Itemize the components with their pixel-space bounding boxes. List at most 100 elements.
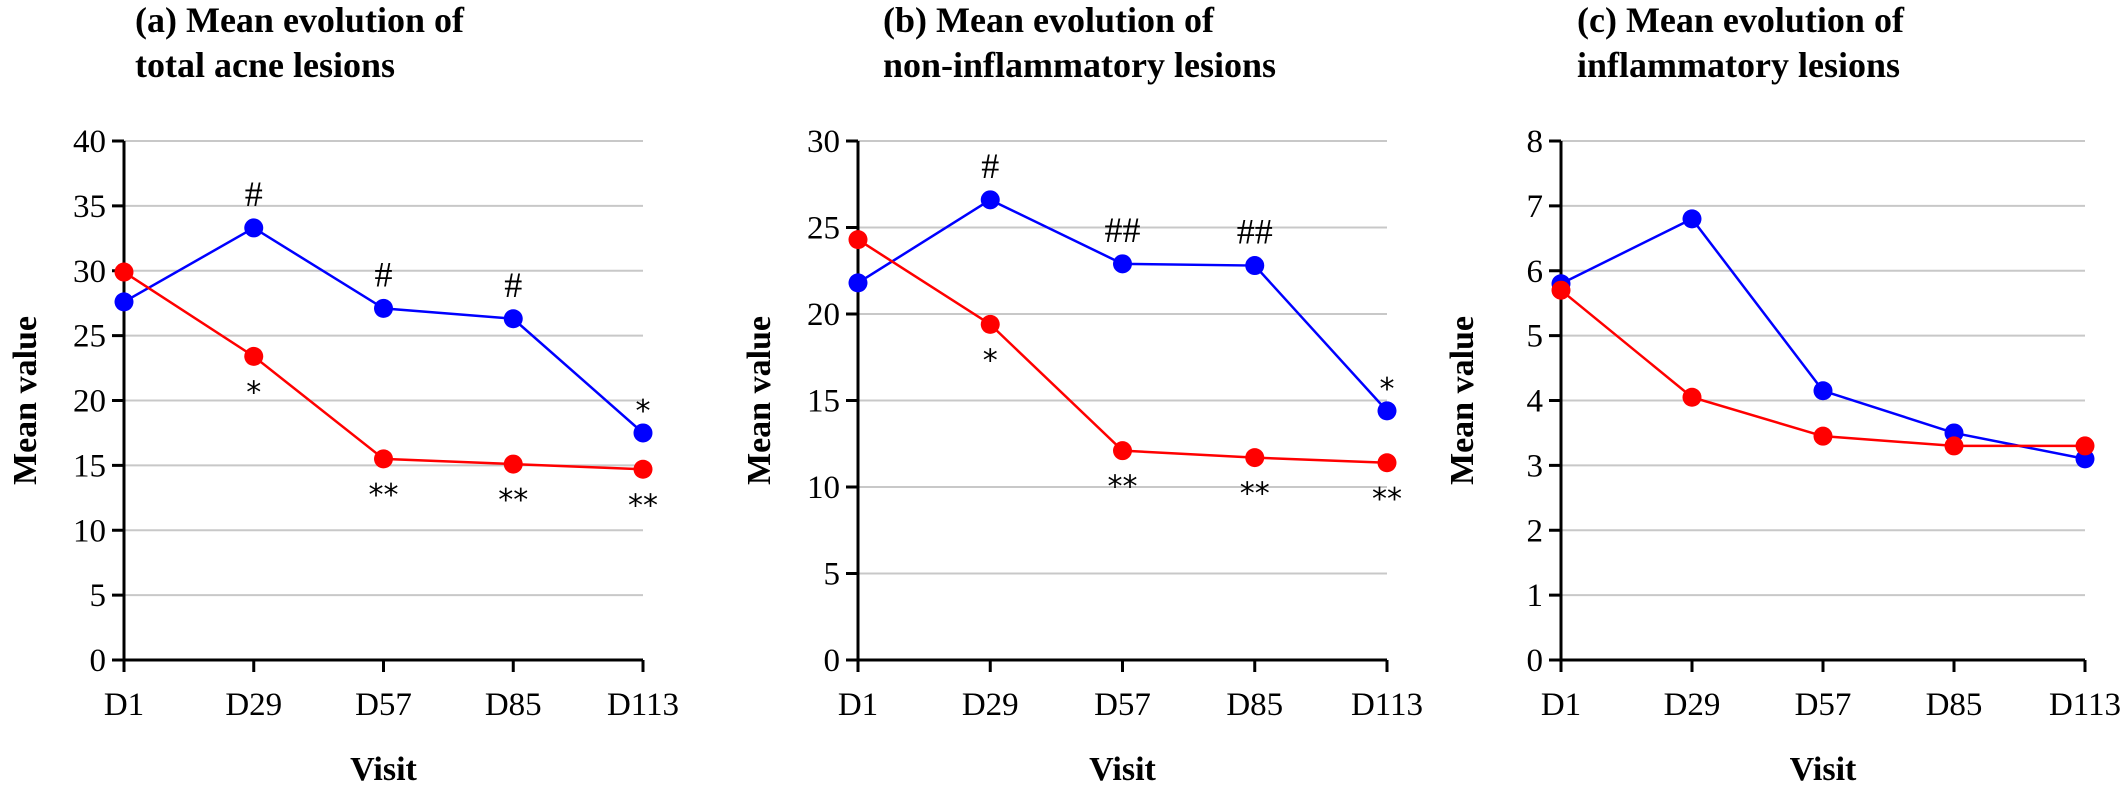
significance-marker: ## bbox=[1105, 210, 1141, 250]
chart-title-line: total acne lesions bbox=[135, 45, 395, 85]
chart-panel-b: (b) Mean evolution of non-inflammatory le… bbox=[741, 0, 1423, 788]
series-0-point bbox=[114, 292, 134, 312]
series-0-point bbox=[503, 309, 523, 329]
series-1-point bbox=[374, 449, 393, 469]
y-tick-label: 6 bbox=[1527, 254, 1544, 290]
series-1-point bbox=[503, 454, 523, 474]
x-tick-label: D1 bbox=[1541, 687, 1581, 723]
series-0-point bbox=[980, 190, 1000, 210]
series-0-point bbox=[1245, 256, 1265, 276]
series-0-point bbox=[374, 298, 393, 318]
series-1-line bbox=[1560, 289, 2085, 448]
chart-title-line: (c) Mean evolution of bbox=[1577, 0, 1905, 40]
y-tick-label: 0 bbox=[1527, 643, 1544, 679]
y-tick-label: 10 bbox=[73, 513, 106, 549]
significance-marker: ** bbox=[628, 488, 658, 523]
y-tick-label: 20 bbox=[807, 297, 840, 333]
series-1-point bbox=[848, 230, 868, 250]
x-axis-label: Visit bbox=[1790, 751, 1857, 788]
series-0-point bbox=[1682, 209, 1702, 229]
y-axis-label: Mean value bbox=[741, 316, 778, 485]
significance-marker: * bbox=[1380, 372, 1395, 407]
series-0-point bbox=[1377, 401, 1397, 421]
chart-title-line: (b) Mean evolution of bbox=[883, 0, 1215, 40]
series-1-point bbox=[1113, 441, 1132, 461]
x-tick-label: D29 bbox=[225, 687, 282, 723]
chart-title-line: non-inflammatory lesions bbox=[883, 45, 1276, 85]
series-0-line bbox=[1560, 217, 2086, 461]
x-tick-label: D85 bbox=[1226, 687, 1283, 723]
significance-marker: * bbox=[983, 343, 998, 378]
significance-marker: ** bbox=[1240, 477, 1270, 512]
chart-title-line: (a) Mean evolution of bbox=[135, 0, 465, 40]
x-tick-label: D29 bbox=[962, 687, 1019, 723]
significance-marker: # bbox=[245, 174, 263, 214]
series-1-point bbox=[633, 459, 653, 479]
y-tick-label: 5 bbox=[824, 557, 841, 593]
y-tick-label: 0 bbox=[90, 643, 107, 679]
x-tick-label: D113 bbox=[1351, 687, 1423, 723]
x-tick-label: D85 bbox=[1926, 687, 1983, 723]
significance-marker: ** bbox=[498, 483, 528, 518]
significance-marker: ## bbox=[1237, 212, 1273, 252]
series-0-point bbox=[633, 423, 653, 443]
significance-marker: # bbox=[375, 254, 393, 294]
significance-marker: ** bbox=[369, 478, 399, 513]
x-tick-label: D57 bbox=[1094, 687, 1151, 723]
y-tick-label: 1 bbox=[1527, 578, 1544, 614]
chart-panel-a: (a) Mean evolution of total acne lesions 0… bbox=[7, 0, 679, 788]
significance-marker: ** bbox=[1108, 470, 1138, 505]
x-tick-label: D57 bbox=[355, 687, 412, 723]
series-0-point bbox=[244, 218, 264, 238]
series-1-point bbox=[244, 346, 264, 366]
x-axis-label: Visit bbox=[1089, 751, 1156, 788]
significance-marker: # bbox=[981, 146, 999, 186]
series-0-point bbox=[1813, 381, 1833, 401]
y-tick-label: 25 bbox=[73, 319, 106, 355]
y-tick-label: 20 bbox=[73, 384, 106, 420]
x-tick-label: D85 bbox=[485, 687, 542, 723]
y-tick-label: 7 bbox=[1527, 189, 1544, 225]
x-tick-label: D29 bbox=[1664, 687, 1721, 723]
significance-marker: ** bbox=[1372, 482, 1402, 517]
significance-marker: * bbox=[246, 375, 261, 410]
y-axis-label: Mean value bbox=[1444, 316, 1481, 485]
series-1-point bbox=[1682, 387, 1702, 407]
series-1-point bbox=[1245, 448, 1265, 468]
chart-panel-c: (c) Mean evolution of inflammatory lesion… bbox=[1444, 0, 2121, 788]
y-tick-label: 30 bbox=[807, 124, 840, 160]
y-tick-label: 2 bbox=[1527, 513, 1544, 549]
series-1-point bbox=[2075, 436, 2095, 456]
x-tick-label: D57 bbox=[1795, 687, 1852, 723]
y-tick-label: 5 bbox=[1527, 319, 1544, 355]
chart-title-line: inflammatory lesions bbox=[1577, 45, 1900, 85]
series-1-point bbox=[1944, 436, 1964, 456]
y-tick-label: 0 bbox=[824, 643, 841, 679]
x-axis-label: Visit bbox=[350, 751, 417, 788]
y-tick-label: 8 bbox=[1527, 124, 1544, 160]
significance-marker: # bbox=[504, 265, 522, 305]
x-tick-label: D113 bbox=[2049, 687, 2121, 723]
y-tick-label: 4 bbox=[1527, 384, 1544, 420]
series-1-point bbox=[980, 314, 1000, 334]
y-tick-label: 10 bbox=[807, 470, 840, 506]
series-1-point bbox=[1551, 280, 1571, 300]
x-tick-label: D1 bbox=[104, 687, 144, 723]
y-tick-label: 40 bbox=[73, 124, 106, 160]
y-tick-label: 25 bbox=[807, 211, 840, 247]
series-0-point bbox=[848, 273, 868, 293]
x-tick-label: D1 bbox=[838, 687, 878, 723]
series-1-point bbox=[1813, 426, 1833, 446]
x-tick-label: D113 bbox=[607, 687, 679, 723]
y-axis-label: Mean value bbox=[7, 316, 44, 485]
y-tick-label: 5 bbox=[90, 578, 107, 614]
series-1-point bbox=[1377, 453, 1397, 473]
y-tick-label: 15 bbox=[807, 384, 840, 420]
y-tick-label: 15 bbox=[73, 448, 106, 484]
y-tick-label: 3 bbox=[1527, 448, 1544, 484]
y-tick-label: 35 bbox=[73, 189, 106, 225]
series-1-point bbox=[114, 262, 134, 282]
series-0-point bbox=[1113, 254, 1132, 274]
significance-marker: * bbox=[636, 394, 651, 429]
